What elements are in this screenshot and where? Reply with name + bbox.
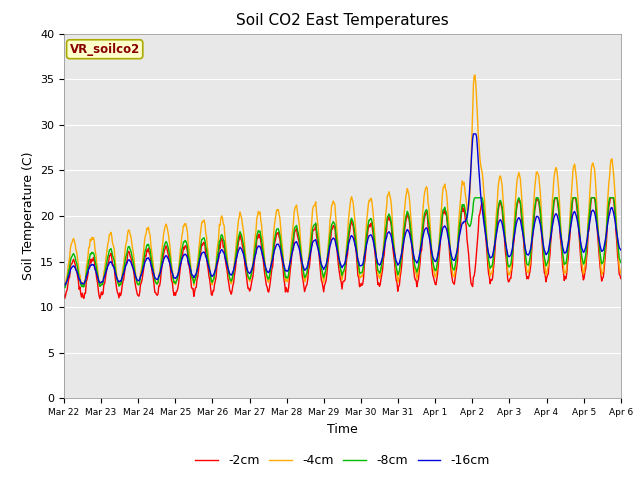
-8cm bbox=[197, 241, 205, 247]
-16cm bbox=[197, 252, 205, 258]
-2cm bbox=[617, 276, 625, 281]
-4cm bbox=[237, 213, 244, 218]
-8cm bbox=[61, 285, 68, 291]
-16cm bbox=[495, 219, 503, 225]
-16cm bbox=[218, 247, 225, 252]
Line: -4cm: -4cm bbox=[64, 75, 621, 286]
-2cm bbox=[197, 247, 205, 252]
X-axis label: Time: Time bbox=[327, 423, 358, 436]
-16cm bbox=[237, 245, 244, 251]
-8cm bbox=[495, 201, 503, 207]
-16cm bbox=[427, 241, 435, 247]
-4cm bbox=[61, 283, 68, 289]
-16cm bbox=[564, 244, 572, 250]
-4cm bbox=[617, 270, 625, 276]
-2cm bbox=[552, 195, 559, 201]
-4cm bbox=[218, 213, 225, 219]
-2cm bbox=[96, 296, 104, 301]
Line: -16cm: -16cm bbox=[64, 134, 621, 285]
-4cm bbox=[197, 226, 205, 232]
-2cm bbox=[427, 244, 435, 250]
-8cm bbox=[617, 260, 625, 265]
-4cm bbox=[60, 281, 68, 287]
-4cm bbox=[427, 227, 435, 233]
Line: -8cm: -8cm bbox=[64, 198, 621, 288]
Y-axis label: Soil Temperature (C): Soil Temperature (C) bbox=[22, 152, 35, 280]
-2cm bbox=[218, 236, 225, 241]
Legend: -2cm, -4cm, -8cm, -16cm: -2cm, -4cm, -8cm, -16cm bbox=[191, 449, 494, 472]
-4cm bbox=[495, 178, 503, 184]
-16cm bbox=[61, 282, 68, 288]
-8cm bbox=[564, 250, 572, 256]
-16cm bbox=[60, 282, 68, 288]
-2cm bbox=[494, 208, 502, 214]
-8cm bbox=[218, 232, 225, 238]
-4cm bbox=[564, 253, 572, 259]
-8cm bbox=[427, 236, 435, 241]
-16cm bbox=[617, 247, 625, 253]
-2cm bbox=[237, 236, 244, 241]
-16cm bbox=[470, 131, 477, 137]
-4cm bbox=[471, 72, 479, 78]
Text: VR_soilco2: VR_soilco2 bbox=[70, 43, 140, 56]
-2cm bbox=[564, 262, 572, 267]
-8cm bbox=[237, 231, 244, 237]
-2cm bbox=[60, 292, 68, 298]
Line: -2cm: -2cm bbox=[64, 198, 621, 299]
-8cm bbox=[471, 195, 479, 201]
Title: Soil CO2 East Temperatures: Soil CO2 East Temperatures bbox=[236, 13, 449, 28]
-8cm bbox=[60, 284, 68, 289]
